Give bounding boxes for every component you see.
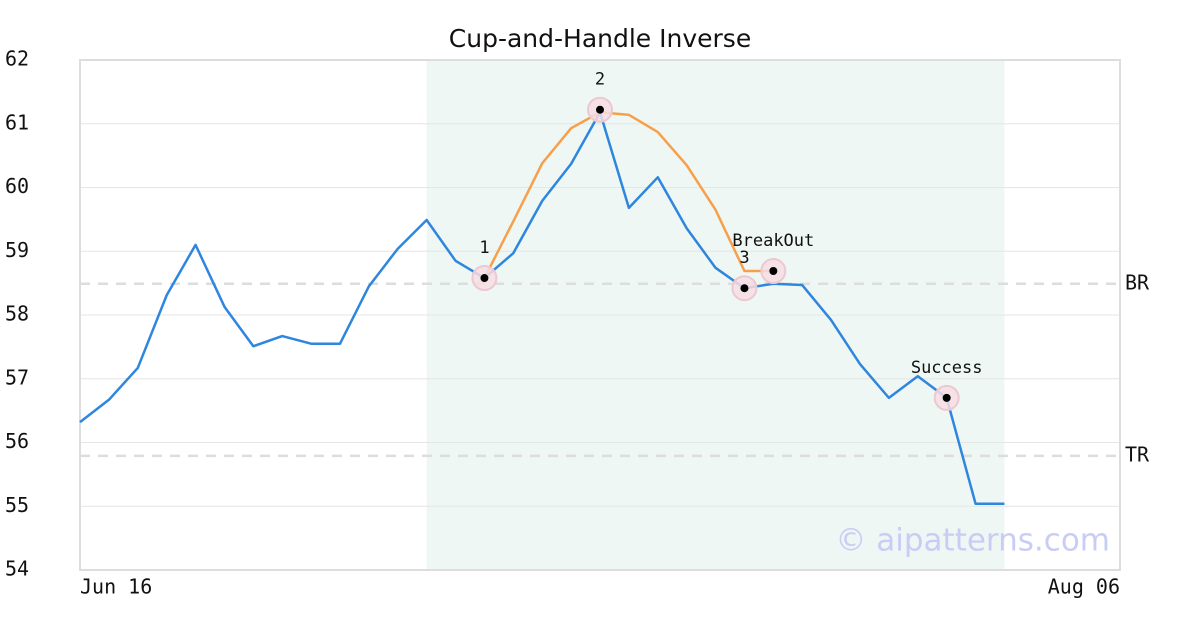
point-label: 1 — [479, 238, 489, 258]
watermark: © aipatterns.com — [835, 523, 1110, 559]
series-line — [79, 111, 1005, 505]
y-tick-label: 60 — [5, 174, 29, 198]
point-label: 2 — [595, 70, 605, 90]
point-marker — [942, 393, 951, 402]
point-label: BreakOut — [732, 231, 814, 251]
point-marker — [740, 284, 749, 293]
y-tick-label: 61 — [5, 110, 29, 134]
point-label: Success — [911, 358, 983, 378]
level-label: BR — [1125, 270, 1150, 294]
y-tick-label: 54 — [5, 557, 29, 581]
point-label: 3 — [739, 248, 749, 268]
y-tick-label: 59 — [5, 238, 29, 262]
chart-title: Cup-and-Handle Inverse — [449, 24, 751, 53]
y-tick-label: 58 — [5, 302, 29, 326]
y-tick-label: 55 — [5, 493, 29, 517]
point-marker — [769, 267, 778, 276]
level-label: TR — [1125, 442, 1150, 466]
x-tick-label: Jun 16 — [80, 575, 152, 599]
plot-frame — [79, 59, 1121, 571]
x-tick-label: Aug 06 — [1048, 575, 1120, 599]
y-tick-label: 62 — [5, 47, 29, 71]
series-line — [483, 111, 774, 279]
y-tick-label: 57 — [5, 365, 29, 389]
point-marker — [480, 274, 489, 283]
point-marker — [596, 105, 604, 114]
y-tick-label: 56 — [5, 429, 29, 453]
